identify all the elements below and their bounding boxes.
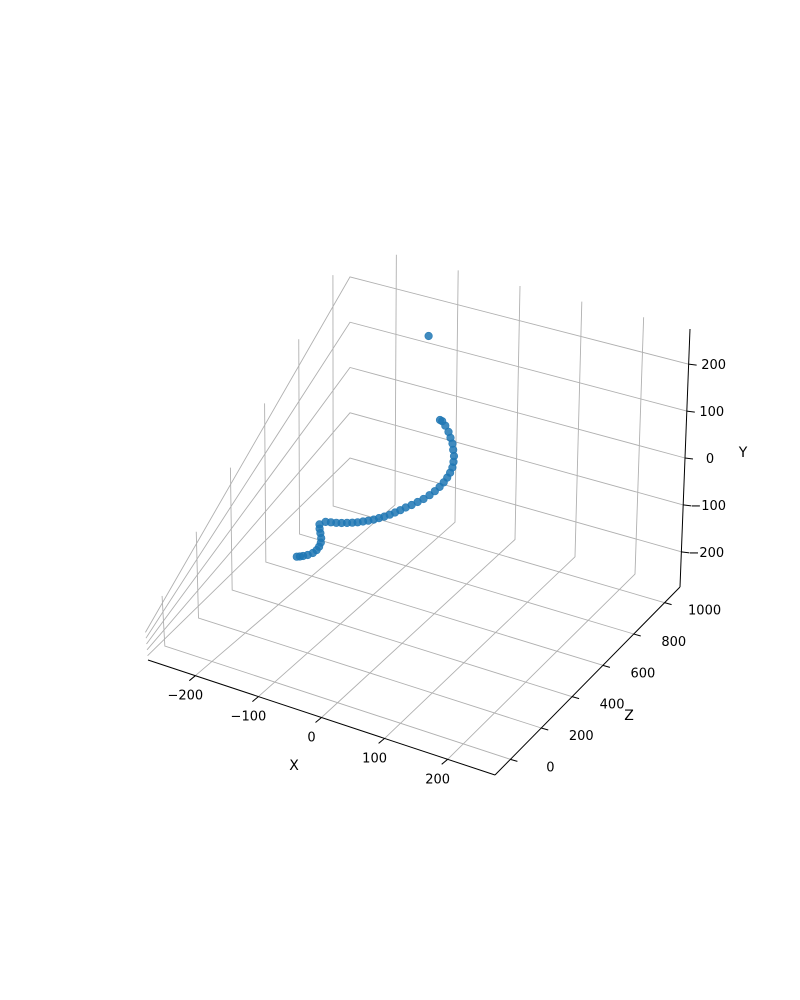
grid-line-x: [195, 254, 397, 677]
x-tick-label: −200: [167, 689, 203, 704]
x-tick-mark: [188, 675, 196, 682]
z-tick-mark: [571, 696, 580, 700]
x-axis-label: X: [289, 758, 299, 774]
grid-lines: [145, 254, 689, 760]
grid-line-z: [195, 531, 542, 729]
z-tick-label: 400: [600, 698, 625, 713]
y-tick-label: 200: [701, 358, 726, 373]
x-tick-label: 100: [362, 751, 387, 766]
z-tick-labels: 0 200 400 600 800 1000: [546, 604, 721, 776]
x-tick-mark: [378, 738, 385, 744]
tick-marks: [188, 363, 697, 765]
grid-line-x: [447, 317, 645, 760]
grid-line-z: [298, 339, 634, 635]
x-tick-mark: [252, 696, 259, 702]
x-tick-labels: −200 −100 0 100 200: [167, 689, 450, 788]
y-tick-mark: [684, 457, 694, 460]
z-tick-label: 200: [569, 729, 594, 744]
z-tick-mark: [510, 758, 518, 762]
z-tick-label: 1000: [688, 604, 721, 619]
x-tick-mark: [441, 758, 449, 765]
y-tick-label: 0: [706, 452, 714, 467]
grid-line-y: [146, 366, 686, 645]
z-tick-label: 600: [631, 666, 656, 681]
x-tick-label: −100: [231, 710, 267, 725]
y-axis-label: Y: [738, 445, 748, 461]
data-point: [425, 491, 434, 500]
data-points: [292, 331, 459, 561]
y-tick-label: −200: [689, 546, 725, 561]
z-tick-mark: [664, 602, 672, 606]
y-tick-mark: [688, 363, 697, 366]
grid-line-y: [146, 412, 684, 651]
x-tick-label: 200: [425, 772, 450, 787]
grid-line-x: [321, 285, 521, 718]
x-tick-mark: [315, 717, 322, 723]
y-tick-label: −100: [690, 499, 726, 514]
y-tick-label: 100: [699, 405, 724, 420]
axis-panes: [144, 242, 691, 776]
pane-left: [144, 242, 351, 661]
z-axis-line: [494, 586, 681, 776]
data-point: [292, 552, 301, 561]
pane-floor: [146, 491, 681, 776]
z-tick-mark: [602, 664, 611, 668]
data-point: [424, 331, 433, 341]
y-tick-mark: [686, 410, 695, 413]
z-tick-mark: [541, 727, 549, 731]
grid-line-z: [229, 467, 573, 698]
grid-line-z: [332, 275, 665, 604]
grid-line-y: [147, 457, 682, 656]
grid-line-y: [145, 276, 689, 633]
z-axis-label: Z: [624, 708, 634, 724]
grid-line-x: [384, 301, 583, 739]
z-tick-label: 0: [546, 760, 554, 775]
grid-line-x: [258, 270, 459, 697]
x-tick-label: 0: [307, 731, 315, 746]
grid-line-z: [161, 595, 511, 760]
y-tick-mark: [681, 551, 690, 554]
grid-line-y: [145, 321, 687, 639]
y-tick-mark: [683, 504, 692, 507]
z-tick-label: 800: [661, 635, 686, 650]
grid-line-z: [264, 403, 604, 666]
y-tick-labels: −200 −100 0 100 200: [689, 358, 727, 561]
z-tick-mark: [633, 633, 641, 637]
